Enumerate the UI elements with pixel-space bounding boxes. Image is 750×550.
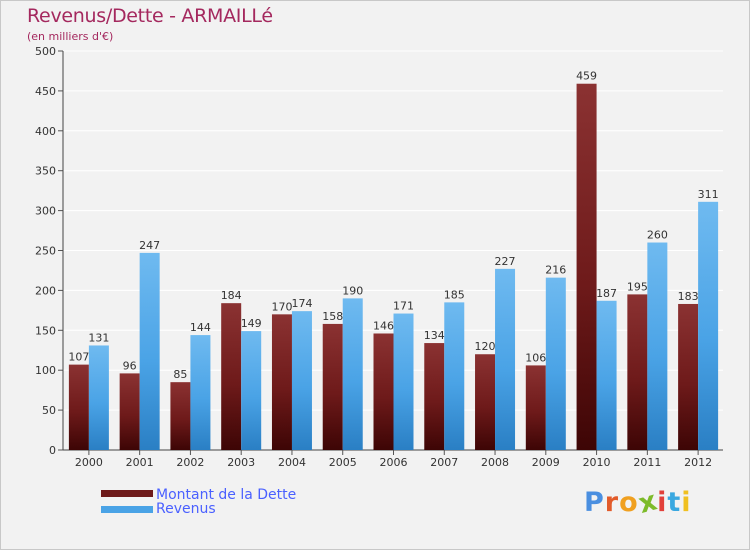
- x-tick-label: 2004: [278, 456, 306, 469]
- data-label-revenue: 187: [596, 287, 617, 300]
- bar-revenue: [88, 345, 109, 450]
- data-label-debt: 134: [424, 329, 445, 342]
- y-tick-label: 350: [35, 165, 56, 178]
- x-tick-label: 2012: [684, 456, 712, 469]
- data-label-debt: 158: [322, 310, 343, 323]
- data-label-debt: 107: [68, 351, 89, 364]
- bar-revenue: [698, 201, 719, 450]
- bar-revenue: [291, 311, 312, 450]
- bar-revenue: [342, 298, 363, 450]
- data-label-revenue: 260: [647, 229, 668, 242]
- x-tick-label: 2008: [481, 456, 509, 469]
- data-label-revenue: 171: [393, 300, 414, 313]
- data-label-debt: 146: [373, 319, 394, 332]
- data-label-debt: 96: [123, 359, 137, 372]
- y-tick-label: 100: [35, 364, 56, 377]
- logo-letter: r: [604, 487, 620, 518]
- bar-debt: [475, 354, 496, 450]
- data-label-debt: 184: [221, 289, 242, 302]
- bar-revenue: [393, 313, 414, 450]
- x-tick-label: 2001: [126, 456, 154, 469]
- x-tick-label: 2000: [75, 456, 103, 469]
- chart-subtitle: (en milliers d'€): [27, 30, 114, 43]
- y-tick-label: 300: [35, 205, 56, 218]
- y-tick-label: 0: [49, 444, 56, 457]
- x-tick-label: 2002: [176, 456, 204, 469]
- bar-revenue: [444, 302, 465, 450]
- bar-debt: [373, 333, 394, 450]
- bar-debt: [627, 294, 648, 450]
- bar-debt: [119, 373, 140, 450]
- logo-letter: t: [667, 487, 682, 518]
- x-tick-label: 2005: [329, 456, 357, 469]
- logo-letter: i: [657, 487, 668, 518]
- data-label-revenue: 216: [545, 264, 566, 277]
- bar-revenue: [495, 268, 516, 450]
- x-tick-label: 2009: [532, 456, 560, 469]
- y-tick-label: 200: [35, 284, 56, 297]
- proxiti-logo: Proxiti: [584, 485, 692, 520]
- legend-swatch-debt: [101, 490, 153, 497]
- data-label-revenue: 131: [88, 331, 109, 344]
- data-label-debt: 195: [627, 280, 648, 293]
- y-tick-label: 400: [35, 125, 56, 138]
- data-label-revenue: 247: [139, 239, 160, 252]
- data-label-debt: 183: [678, 290, 699, 303]
- bar-revenue: [139, 252, 160, 450]
- bar-debt: [525, 365, 546, 450]
- legend-label-debt: Montant de la Dette: [156, 487, 297, 503]
- x-tick-label: 2006: [380, 456, 408, 469]
- bar-revenue: [241, 331, 262, 450]
- bar-debt: [68, 364, 89, 450]
- bar-revenue: [190, 335, 211, 450]
- y-tick-label: 250: [35, 245, 56, 258]
- data-label-revenue: 227: [495, 255, 516, 268]
- data-label-revenue: 311: [698, 188, 719, 201]
- y-tick-label: 500: [35, 45, 56, 58]
- legend-swatch-revenue: [101, 506, 153, 513]
- bar-debt: [170, 382, 191, 450]
- data-label-debt: 459: [576, 70, 597, 83]
- bar-debt: [221, 303, 242, 450]
- y-tick-label: 450: [35, 85, 56, 98]
- bar-debt: [576, 83, 597, 450]
- logo-letter: o: [619, 487, 639, 518]
- data-label-revenue: 174: [291, 297, 312, 310]
- y-tick-label: 50: [42, 404, 56, 417]
- chart-title: Revenus/Dette - ARMAILLé: [27, 5, 273, 27]
- data-label-revenue: 190: [342, 284, 363, 297]
- legend-label-revenue: Revenus: [156, 501, 216, 517]
- x-tick-label: 2003: [227, 456, 255, 469]
- bar-revenue: [647, 242, 668, 450]
- x-tick-label: 2010: [583, 456, 611, 469]
- bar-debt: [271, 314, 292, 450]
- data-label-revenue: 149: [241, 317, 262, 330]
- bar-debt: [678, 303, 699, 450]
- y-tick-label: 150: [35, 324, 56, 337]
- data-label-debt: 85: [173, 368, 187, 381]
- x-tick-label: 2007: [430, 456, 458, 469]
- bar-debt: [322, 323, 343, 450]
- logo-letter: i: [681, 487, 692, 518]
- x-tick-label: 2011: [633, 456, 661, 469]
- bar-revenue: [596, 300, 617, 450]
- bar-debt: [424, 343, 445, 450]
- data-label-debt: 120: [475, 340, 496, 353]
- data-label-revenue: 144: [190, 321, 211, 334]
- data-label-debt: 170: [271, 300, 292, 313]
- logo-letter: P: [584, 487, 605, 518]
- data-label-revenue: 185: [444, 288, 465, 301]
- bar-revenue: [545, 277, 566, 450]
- data-label-debt: 106: [525, 351, 546, 364]
